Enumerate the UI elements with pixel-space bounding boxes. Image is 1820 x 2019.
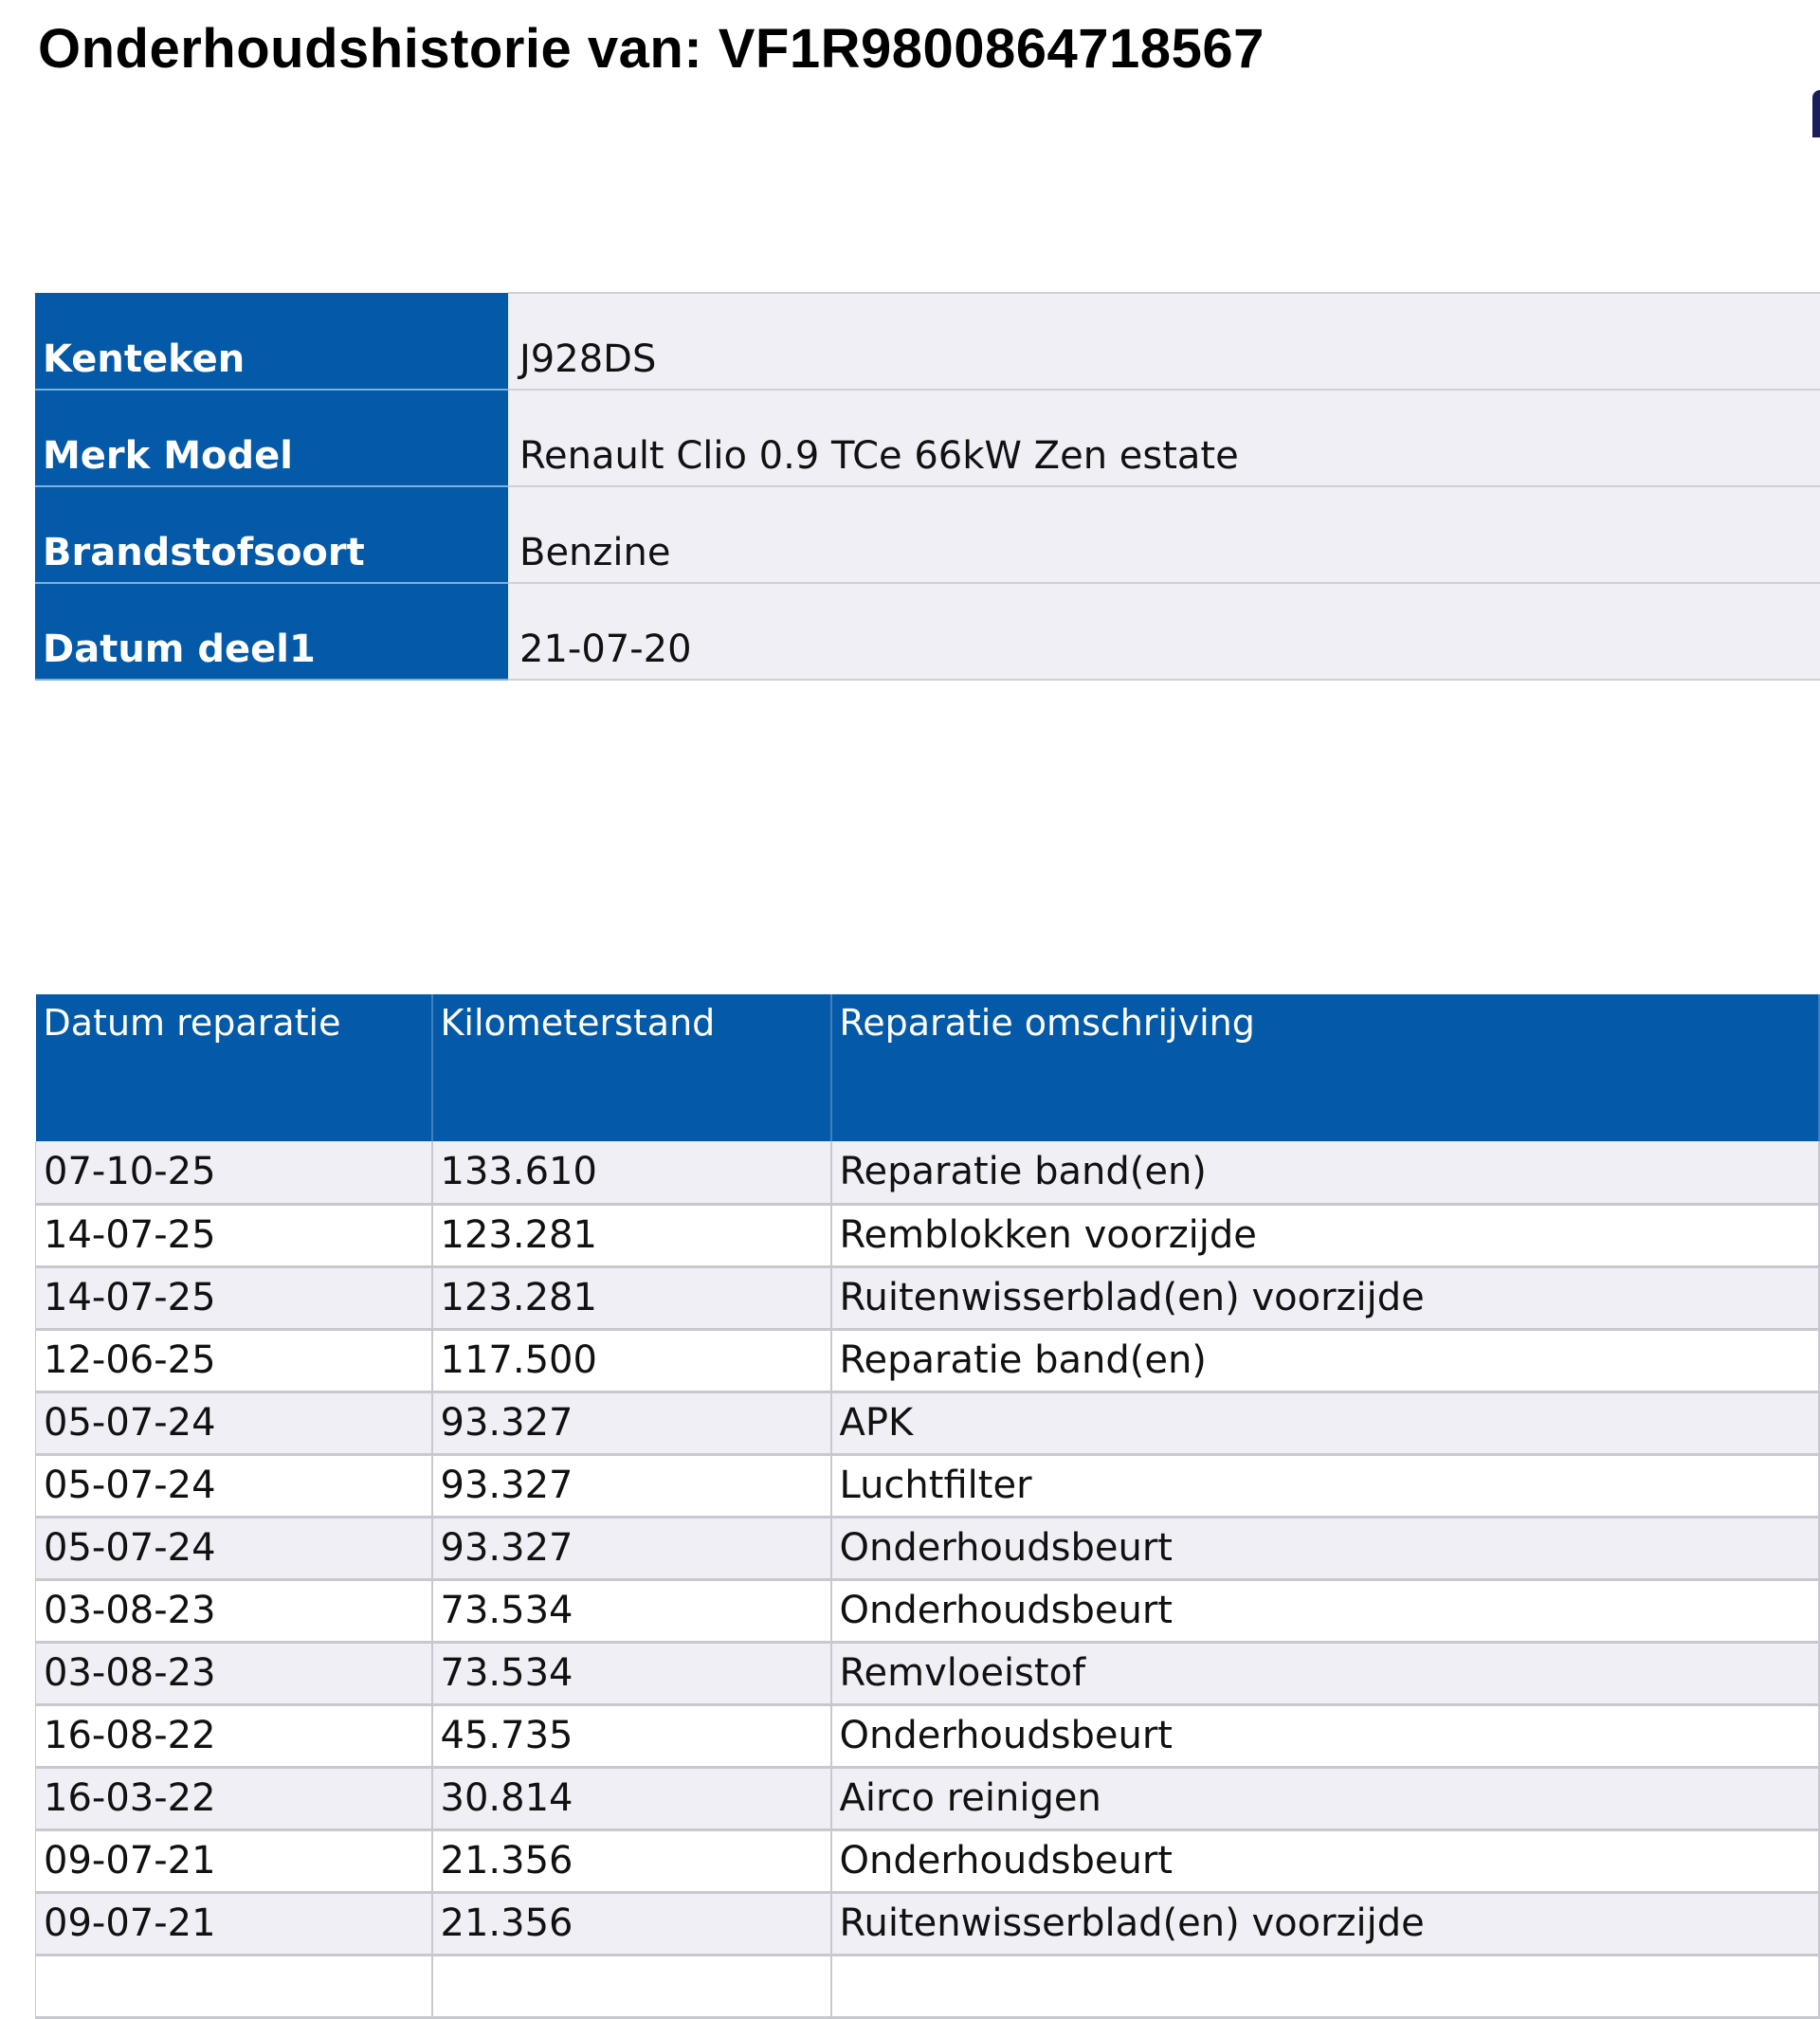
- table-row: 05-07-24 93.327 Onderhoudsbeurt: [35, 1517, 1820, 1581]
- info-label: Datum deel1: [35, 583, 508, 681]
- repair-description: Airco reinigen: [830, 1767, 1820, 1831]
- repair-date: 16-03-22: [35, 1767, 433, 1831]
- repair-description: Ruitenwisserblad(en) voorzijde: [830, 1892, 1820, 1956]
- repair-km: 93.327: [431, 1391, 832, 1456]
- repair-km: 21.356: [431, 1829, 832, 1894]
- repair-km: 93.327: [431, 1517, 832, 1581]
- repair-date: 05-07-24: [35, 1517, 433, 1581]
- repair-description: [830, 1955, 1820, 2019]
- info-row: Merk Model Renault Clio 0.9 TCe 66kW Zen …: [35, 389, 1820, 487]
- repair-km: 45.735: [431, 1704, 832, 1769]
- table-row: 05-07-24 93.327 APK: [35, 1391, 1820, 1456]
- repair-history-table: Datum reparatie Kilometerstand Reparatie…: [35, 994, 1820, 2019]
- info-value: J928DS: [508, 292, 1820, 391]
- header-kilometerstand: Kilometerstand: [431, 994, 832, 1141]
- table-row: [35, 1955, 1820, 2019]
- repair-date: 07-10-25: [35, 1141, 433, 1206]
- repair-date: 05-07-24: [35, 1391, 433, 1456]
- table-row: 14-07-25 123.281 Remblokken voorzijde: [35, 1204, 1820, 1268]
- repair-description: APK: [830, 1391, 1820, 1456]
- table-row: 16-08-22 45.735 Onderhoudsbeurt: [35, 1704, 1820, 1769]
- info-row: Datum deel1 21-07-20: [35, 582, 1820, 681]
- repair-km: 21.356: [431, 1892, 832, 1956]
- repair-description: Reparatie band(en): [830, 1141, 1820, 1206]
- repair-description: Reparatie band(en): [830, 1329, 1820, 1393]
- repair-description: Onderhoudsbeurt: [830, 1704, 1820, 1769]
- info-label: Kenteken: [35, 293, 508, 391]
- repair-date: 09-07-21: [35, 1892, 433, 1956]
- repair-date: [35, 1955, 433, 2019]
- header-reparatie-omschrijving: Reparatie omschrijving: [830, 994, 1820, 1141]
- repair-description: Onderhoudsbeurt: [830, 1517, 1820, 1581]
- table-header-row: Datum reparatie Kilometerstand Reparatie…: [35, 994, 1820, 1141]
- info-row: Brandstofsoort Benzine: [35, 485, 1820, 584]
- repair-km: 73.534: [431, 1579, 832, 1644]
- page-title: Onderhoudshistorie van: VF1R980086471856…: [38, 18, 1265, 80]
- repair-km: [431, 1955, 832, 2019]
- info-value: 21-07-20: [508, 582, 1820, 681]
- table-row: 07-10-25 133.610 Reparatie band(en): [35, 1141, 1820, 1206]
- repair-date: 16-08-22: [35, 1704, 433, 1769]
- repair-date: 09-07-21: [35, 1829, 433, 1894]
- info-label: Brandstofsoort: [35, 486, 508, 584]
- repair-km: 133.610: [431, 1141, 832, 1206]
- info-value: Renault Clio 0.9 TCe 66kW Zen estate: [508, 389, 1820, 487]
- table-row: 05-07-24 93.327 Luchtfilter: [35, 1454, 1820, 1519]
- table-row: 03-08-23 73.534 Remvloeistof: [35, 1642, 1820, 1706]
- repair-description: Onderhoudsbeurt: [830, 1829, 1820, 1894]
- repair-km: 117.500: [431, 1329, 832, 1393]
- repair-km: 30.814: [431, 1767, 832, 1831]
- repair-km: 123.281: [431, 1204, 832, 1268]
- repair-km: 93.327: [431, 1454, 832, 1519]
- repair-km: 123.281: [431, 1266, 832, 1331]
- info-value: Benzine: [508, 485, 1820, 584]
- table-row: 14-07-25 123.281 Ruitenwisserblad(en) voor…: [35, 1266, 1820, 1331]
- logo-fragment: [1812, 90, 1820, 137]
- table-row: 12-06-25 117.500 Reparatie band(en): [35, 1329, 1820, 1393]
- repair-date: 12-06-25: [35, 1329, 433, 1393]
- repair-description: Luchtfilter: [830, 1454, 1820, 1519]
- table-row: 09-07-21 21.356 Onderhoudsbeurt: [35, 1829, 1820, 1894]
- repair-description: Remvloeistof: [830, 1642, 1820, 1706]
- repair-description: Remblokken voorzijde: [830, 1204, 1820, 1268]
- repair-date: 14-07-25: [35, 1266, 433, 1331]
- repair-date: 05-07-24: [35, 1454, 433, 1519]
- info-label: Merk Model: [35, 390, 508, 487]
- repair-date: 03-08-23: [35, 1642, 433, 1706]
- header-datum-reparatie: Datum reparatie: [35, 994, 433, 1141]
- repair-description: Ruitenwisserblad(en) voorzijde: [830, 1266, 1820, 1331]
- repair-km: 73.534: [431, 1642, 832, 1706]
- info-row: Kenteken J928DS: [35, 292, 1820, 391]
- vehicle-info-table: Kenteken J928DS Merk Model Renault Clio 0.9…: [35, 292, 1820, 681]
- table-row: 03-08-23 73.534 Onderhoudsbeurt: [35, 1579, 1820, 1644]
- repair-date: 14-07-25: [35, 1204, 433, 1268]
- table-row: 16-03-22 30.814 Airco reinigen: [35, 1767, 1820, 1831]
- table-row: 09-07-21 21.356 Ruitenwisserblad(en) voorz…: [35, 1892, 1820, 1956]
- repair-date: 03-08-23: [35, 1579, 433, 1644]
- repair-description: Onderhoudsbeurt: [830, 1579, 1820, 1644]
